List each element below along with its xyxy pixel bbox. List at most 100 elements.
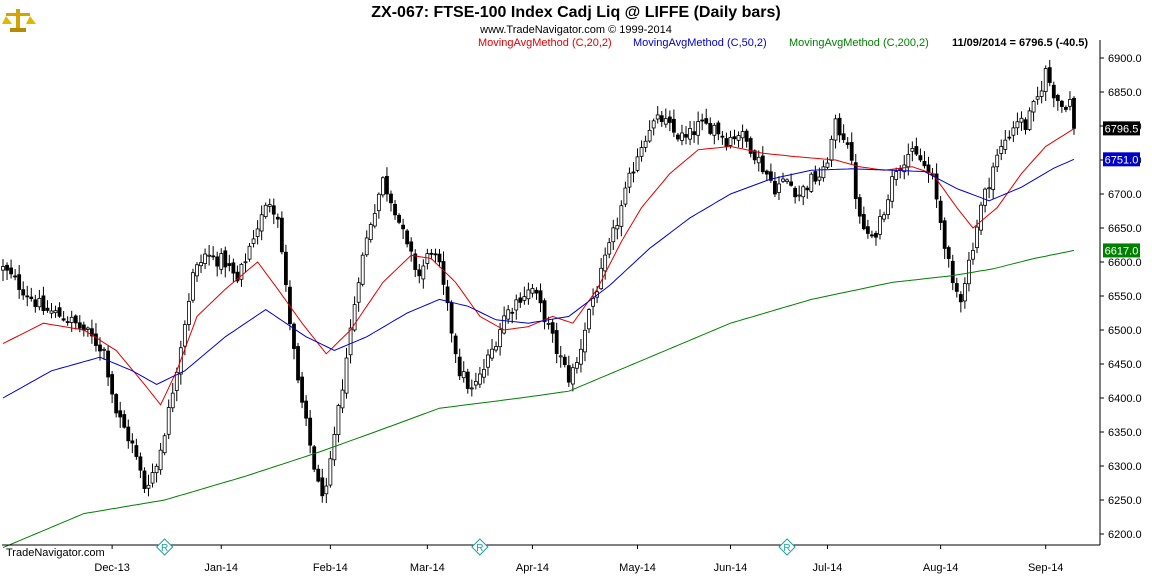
candle xyxy=(1019,111,1024,131)
y-tick-label: 6550.0 xyxy=(1108,291,1142,303)
candle xyxy=(870,230,874,239)
candle xyxy=(372,204,377,229)
candle xyxy=(615,217,620,240)
x-tick-label: Jun-14 xyxy=(714,562,748,574)
candle xyxy=(469,379,474,397)
ma50-line xyxy=(2,158,1075,399)
candle xyxy=(574,357,579,374)
candle xyxy=(764,169,769,182)
candle xyxy=(781,172,785,183)
candle xyxy=(405,228,410,248)
x-tick-label: Mar-14 xyxy=(410,562,445,574)
candle xyxy=(845,137,850,149)
candle xyxy=(857,194,862,224)
candle xyxy=(716,120,721,141)
candle xyxy=(90,319,94,344)
candle xyxy=(158,443,163,475)
candle xyxy=(793,186,798,204)
candle xyxy=(720,131,725,145)
candle xyxy=(546,316,551,330)
candle xyxy=(304,395,309,427)
candle xyxy=(971,242,975,265)
price-tag-label: 6617.0 xyxy=(1105,245,1139,257)
candlestick-series xyxy=(1,59,1076,504)
candle xyxy=(211,246,216,261)
price-tags: 6796.5 6751.0 6617.0 xyxy=(1103,121,1140,258)
candle xyxy=(712,122,717,145)
candle xyxy=(296,342,300,384)
candle xyxy=(534,287,539,300)
candle xyxy=(813,165,818,185)
candle xyxy=(486,349,490,376)
candle xyxy=(336,403,341,443)
candle xyxy=(805,185,810,199)
candle xyxy=(878,209,882,240)
candle xyxy=(146,474,151,497)
candle xyxy=(98,337,102,361)
candle xyxy=(732,129,737,145)
chart-subtitle: www.TradeNavigator.com © 1999-2014 xyxy=(479,24,672,36)
candle xyxy=(368,222,373,243)
y-tick-label: 6900.0 xyxy=(1108,53,1142,65)
candle xyxy=(126,419,131,449)
candle xyxy=(267,198,272,213)
candle xyxy=(118,401,123,428)
candle xyxy=(340,379,345,414)
candle xyxy=(385,167,389,202)
candle xyxy=(1035,86,1040,105)
candle xyxy=(235,265,240,284)
candle xyxy=(219,248,224,275)
candle xyxy=(914,137,919,156)
candle xyxy=(114,393,119,418)
candle xyxy=(837,113,842,143)
watermark: TradeNavigator.com xyxy=(6,547,105,559)
candle xyxy=(958,291,963,313)
candle xyxy=(635,148,640,173)
candle xyxy=(490,338,494,361)
price-tag: 6617.0 xyxy=(1103,243,1140,258)
x-tick-label: Jan-14 xyxy=(204,562,238,574)
candle xyxy=(29,287,34,302)
chart-title: ZX-067: FTSE-100 Index Cadj Liq @ LIFFE … xyxy=(371,4,780,21)
candle xyxy=(142,467,147,494)
candle xyxy=(538,283,543,313)
candle xyxy=(445,279,450,311)
x-tick-label: May-14 xyxy=(619,562,656,574)
candle xyxy=(950,254,955,291)
candle xyxy=(692,121,696,143)
x-tick-label: Apr-14 xyxy=(516,562,549,574)
candle xyxy=(389,190,393,212)
candle xyxy=(308,410,313,454)
registered-diamond-icon: R xyxy=(778,538,796,556)
candle xyxy=(696,111,701,145)
candle xyxy=(360,252,365,287)
candle xyxy=(659,110,664,127)
candle xyxy=(453,333,458,364)
candle xyxy=(809,172,814,193)
candle xyxy=(5,262,9,280)
candle xyxy=(324,477,329,504)
y-tick-label: 6200.0 xyxy=(1108,529,1142,541)
candle xyxy=(199,254,203,274)
candle xyxy=(421,259,426,289)
candle xyxy=(922,151,927,169)
candle xyxy=(381,176,385,198)
candle xyxy=(441,251,446,295)
candle xyxy=(886,194,890,220)
candle xyxy=(639,140,644,162)
candle xyxy=(255,220,260,245)
candle xyxy=(671,109,676,138)
candle xyxy=(542,298,547,330)
candle xyxy=(320,468,325,503)
candle xyxy=(17,265,22,299)
candle xyxy=(45,300,50,313)
candle xyxy=(514,294,519,320)
candle xyxy=(57,302,62,318)
candle xyxy=(987,177,992,199)
candle xyxy=(906,143,911,176)
candle xyxy=(1072,96,1076,135)
candle xyxy=(631,161,636,183)
candle xyxy=(279,211,284,255)
candle xyxy=(946,245,951,268)
candle xyxy=(413,249,418,278)
